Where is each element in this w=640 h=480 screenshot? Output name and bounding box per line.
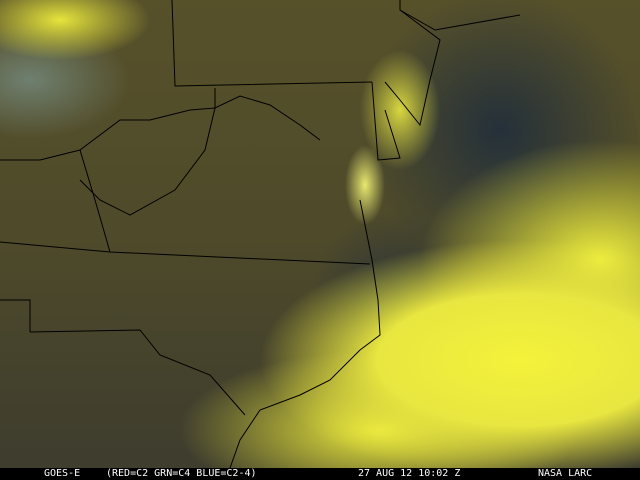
wv-va-border (79, 107, 216, 216)
nj-border (384, 9, 441, 127)
cloud-imagery (0, 0, 640, 468)
channel-label: (RED=C2 GRN=C4 BLUE=C2-4) (106, 468, 257, 479)
ny-border (399, 0, 521, 31)
nc-sc-border (29, 329, 246, 416)
state-borders (0, 0, 521, 468)
tn-border (0, 299, 31, 332)
satellite-label: GOES-E (44, 468, 81, 479)
va-nc-border (0, 241, 371, 265)
caption-bar: GOES-E (RED=C2 GRN=C4 BLUE=C2-4) 27 AUG … (0, 468, 640, 480)
de-border (371, 81, 401, 161)
datetime-label: 27 AUG 12 10:02 Z (358, 468, 461, 479)
ky-border (0, 149, 111, 253)
md-wv-border (214, 88, 321, 141)
credit-label: NASA LARC (538, 468, 593, 479)
coastline (229, 199, 381, 468)
pa-md-border (171, 0, 373, 87)
